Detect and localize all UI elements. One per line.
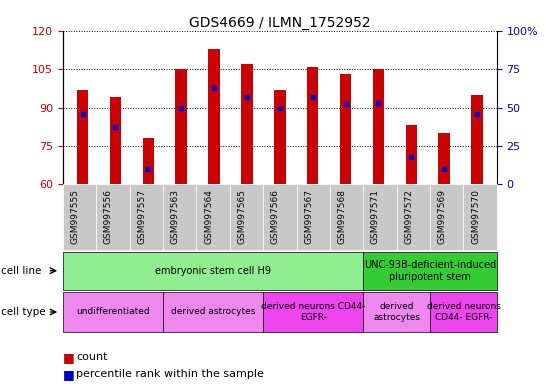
Bar <box>307 66 318 184</box>
Text: GSM997572: GSM997572 <box>405 190 413 244</box>
Text: ■: ■ <box>63 368 75 381</box>
Text: derived astrocytes: derived astrocytes <box>171 308 255 316</box>
Text: derived neurons
CD44- EGFR-: derived neurons CD44- EGFR- <box>426 302 500 322</box>
Text: GSM997555: GSM997555 <box>70 189 80 245</box>
Text: percentile rank within the sample: percentile rank within the sample <box>76 369 264 379</box>
Text: GSM997570: GSM997570 <box>471 189 480 245</box>
Text: derived
astrocytes: derived astrocytes <box>373 302 420 322</box>
Bar <box>175 69 187 184</box>
Text: GSM997569: GSM997569 <box>438 189 447 245</box>
Text: cell type: cell type <box>1 307 46 317</box>
Text: ■: ■ <box>63 351 75 364</box>
Bar <box>471 95 483 184</box>
Bar <box>209 49 220 184</box>
Text: GSM997568: GSM997568 <box>337 189 347 245</box>
Bar <box>110 97 121 184</box>
Bar <box>274 89 286 184</box>
Text: undifferentiated: undifferentiated <box>76 308 150 316</box>
Bar <box>77 89 88 184</box>
Text: count: count <box>76 352 108 362</box>
Text: GSM997567: GSM997567 <box>304 189 313 245</box>
Text: derived neurons CD44-
EGFR-: derived neurons CD44- EGFR- <box>261 302 365 322</box>
Text: GSM997564: GSM997564 <box>204 190 213 244</box>
Text: GSM997566: GSM997566 <box>271 189 280 245</box>
Bar <box>340 74 351 184</box>
Text: GSM997571: GSM997571 <box>371 189 380 245</box>
Bar <box>241 64 253 184</box>
Bar <box>406 126 417 184</box>
Title: GDS4669 / ILMN_1752952: GDS4669 / ILMN_1752952 <box>189 16 371 30</box>
Text: GSM997565: GSM997565 <box>238 189 246 245</box>
Text: GSM997556: GSM997556 <box>104 189 113 245</box>
Text: embryonic stem cell H9: embryonic stem cell H9 <box>155 266 271 276</box>
Text: GSM997557: GSM997557 <box>137 189 146 245</box>
Bar <box>143 138 154 184</box>
Text: UNC-93B-deficient-induced
pluripotent stem: UNC-93B-deficient-induced pluripotent st… <box>364 260 496 281</box>
Bar <box>438 133 450 184</box>
Text: cell line: cell line <box>1 266 41 276</box>
Bar <box>373 69 384 184</box>
Text: GSM997563: GSM997563 <box>171 189 180 245</box>
